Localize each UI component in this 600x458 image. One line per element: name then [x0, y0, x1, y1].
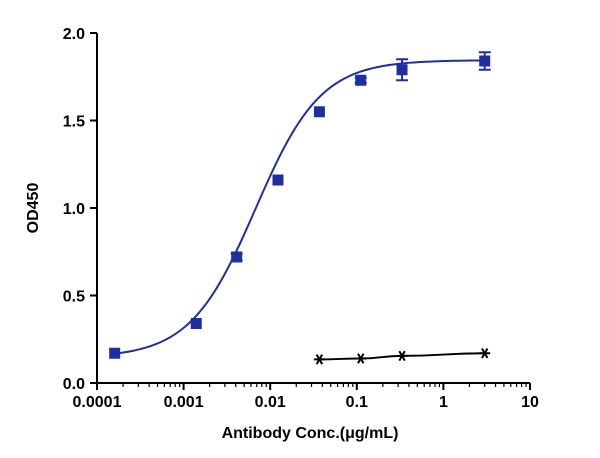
- x-tick-label: 0.0001: [73, 394, 122, 411]
- data-point-square: [355, 74, 367, 86]
- x-axis-title: Antibody Conc.(μg/mL): [222, 425, 399, 442]
- data-point-square: [272, 174, 284, 186]
- x-tick-label: 0.001: [164, 394, 204, 411]
- x-tick-label: 0.01: [255, 394, 286, 411]
- asterisk-stroke: [315, 354, 324, 365]
- y-tick-label: 1.5: [63, 114, 85, 131]
- data-point-square: [109, 347, 121, 359]
- y-axis-title: OD450: [25, 183, 42, 234]
- connecting-curve: [319, 352, 485, 361]
- y-tick-label: 0.5: [63, 289, 85, 306]
- x-tick-label: 0.1: [346, 394, 368, 411]
- y-tick-label: 0.0: [63, 376, 85, 393]
- x-tick-label: 10: [521, 394, 539, 411]
- data-point-asterisk: [479, 347, 491, 359]
- data-point-asterisk: [313, 354, 325, 365]
- data-point-square: [190, 318, 202, 329]
- asterisk-stroke: [357, 353, 365, 364]
- axes: [96, 33, 530, 384]
- fit-curves: [114, 59, 485, 361]
- data-point-asterisk: [355, 353, 367, 364]
- asterisk-stroke: [398, 350, 406, 362]
- asterisk-stroke: [481, 347, 489, 359]
- y-tick-label: 1.0: [63, 201, 85, 218]
- fit-curve: [114, 59, 485, 355]
- data-point-square: [479, 55, 491, 67]
- data-point-asterisk: [396, 350, 408, 362]
- x-axis-ticks: 0.0001 0.001 0.01 0.1 1 10: [73, 383, 539, 411]
- data-point-square: [313, 106, 325, 118]
- x-tick-label: 1: [439, 394, 448, 411]
- y-tick-label: 2.0: [63, 26, 85, 43]
- data-point-square: [396, 64, 408, 76]
- data-point-square: [231, 251, 243, 263]
- y-axis-ticks: 0.0 0.5 1.0 1.5 2.0: [63, 26, 97, 393]
- data-points: [109, 51, 491, 365]
